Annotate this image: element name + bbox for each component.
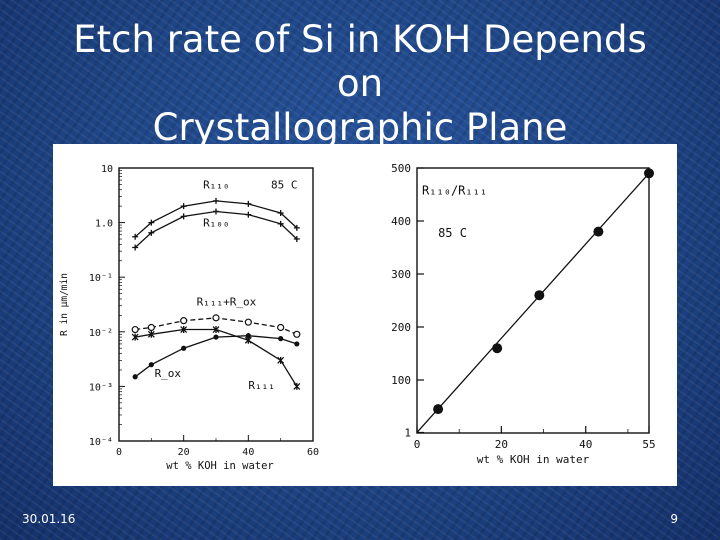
left-y-tick-label: 10⁻³ (89, 382, 113, 393)
title-line-3: Crystallographic Plane (152, 106, 568, 149)
right-annotation-ratio: R₁₁₀/R₁₁₁ (422, 184, 487, 198)
right-point-dot (644, 168, 654, 179)
left-chart-labels: 10 1.0 10⁻¹ 10⁻² 10⁻³ 10⁻⁴0 20 40 60 wt % KOH in … (59, 164, 319, 472)
left-point-plus (213, 197, 219, 204)
right-x-tick-label: 40 (579, 438, 592, 451)
left-point-dot (181, 345, 187, 351)
left-point-plus (180, 213, 187, 220)
right-x-tick-label: 20 (495, 438, 508, 451)
left-annotation: R₁₁₀ (203, 179, 230, 192)
left-chart-series (131, 197, 301, 390)
right-y-tick-label: 100 (391, 374, 411, 387)
left-point-circle (277, 323, 285, 332)
figure-image: 10 1.0 10⁻¹ 10⁻² 10⁻³ 10⁻⁴ 0 20 40 60 wt % KOH in … (53, 144, 677, 486)
left-annotation: 85 C (271, 179, 298, 192)
left-point-plus (245, 200, 252, 207)
left-point-circle (212, 314, 220, 322)
right-point-dot (593, 226, 604, 237)
left-annotation: R_ox (155, 367, 182, 380)
left-x-tick-label: 40 (242, 447, 254, 458)
left-x-tick-label: 20 (178, 447, 190, 458)
left-point-star (277, 356, 285, 364)
left-point-star (180, 326, 188, 334)
right-point-dot (433, 404, 444, 415)
slide-title: Etch rate of Si in KOH Depends on Crysta… (0, 18, 720, 150)
footer-page-number: 9 (670, 512, 678, 526)
left-point-circle (180, 317, 188, 325)
left-point-dot (278, 336, 284, 342)
title-line-1: Etch rate of Si in KOH Depends (73, 18, 647, 61)
left-point-star (147, 330, 155, 338)
left-annotation: R₁₁₁+R_ox (197, 296, 257, 309)
right-point-dot (492, 343, 503, 354)
left-y-tick-label: 10⁻⁴ (89, 437, 113, 448)
right-series-line (416, 172, 650, 433)
left-point-circle (131, 325, 139, 334)
left-point-star (293, 382, 301, 390)
left-point-plus (132, 244, 139, 251)
left-point-dot (294, 341, 300, 347)
left-annotation: R₁₁₁ (248, 379, 274, 392)
left-y-tick-label: 1.0 (95, 219, 113, 230)
right-chart-series (416, 168, 654, 433)
left-point-plus (293, 236, 300, 243)
left-point-plus (277, 209, 284, 216)
title-line-2: on (336, 62, 384, 105)
right-chart-frame (416, 167, 650, 434)
right-y-tick-label: 1 (404, 426, 411, 439)
left-point-plus (245, 211, 252, 218)
left-x-tick-label: 60 (307, 447, 319, 458)
left-point-dot (148, 362, 154, 368)
left-point-plus (277, 220, 284, 227)
left-point-dot (213, 334, 219, 340)
right-y-tick-label: 300 (391, 268, 411, 281)
left-y-tick-label: 10⁻² (89, 328, 113, 339)
right-annotation-temp: 85 C (438, 226, 467, 240)
left-point-plus (293, 224, 300, 231)
right-x-tick-label: 55 (642, 438, 655, 451)
left-annotation: R₁₀₀ (203, 216, 230, 229)
right-point-dot (534, 290, 545, 301)
left-y-tick-label: 10⁻¹ (89, 273, 113, 284)
left-point-dot (132, 374, 138, 380)
left-point-plus (148, 219, 155, 226)
left-y-tick-label: 10 (101, 164, 113, 175)
left-y-axis-label: R in µm/min (59, 273, 70, 336)
left-x-axis-label: wt % KOH in water (166, 460, 273, 472)
left-point-star (131, 333, 139, 341)
left-point-plus (132, 233, 139, 240)
left-chart-ticks (118, 167, 314, 442)
left-point-plus (148, 229, 155, 236)
left-point-circle (293, 330, 301, 338)
right-chart-labels: 1 100 200 300 400 500 0 20 40 55 wt % KOH in water… (391, 162, 656, 466)
footer-date: 30.01.16 (22, 512, 76, 526)
left-x-tick-label: 0 (116, 447, 122, 458)
left-point-star (212, 326, 220, 334)
left-point-plus (213, 208, 219, 215)
right-y-tick-label: 400 (391, 215, 411, 228)
right-chart-ticks (416, 167, 650, 434)
right-y-tick-label: 200 (391, 321, 411, 334)
right-y-tick-label: 500 (391, 162, 411, 175)
left-point-dot (245, 333, 251, 339)
right-x-axis-label: wt % KOH in water (477, 453, 590, 466)
right-x-tick-label: 0 (414, 438, 421, 451)
left-point-circle (147, 323, 155, 332)
left-point-plus (180, 203, 187, 210)
left-point-circle (244, 318, 252, 326)
